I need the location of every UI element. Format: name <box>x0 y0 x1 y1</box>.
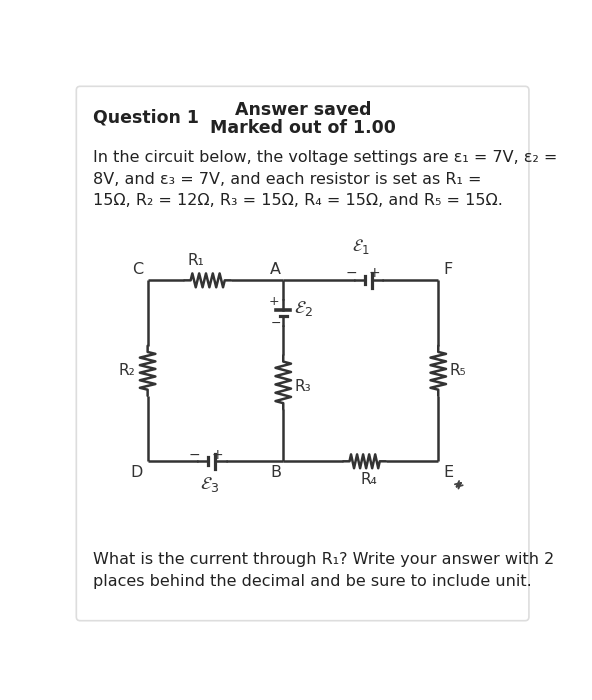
Text: R₁: R₁ <box>187 253 204 268</box>
Text: R₃: R₃ <box>294 379 311 393</box>
Text: R₅: R₅ <box>449 363 466 378</box>
Text: −: − <box>346 265 357 279</box>
Text: B: B <box>270 466 281 480</box>
Text: C: C <box>132 262 143 277</box>
Text: F: F <box>443 262 452 277</box>
Text: $\mathit{\mathcal{E}}_3$: $\mathit{\mathcal{E}}_3$ <box>201 475 220 494</box>
Text: What is the current through R₁? Write your answer with 2
places behind the decim: What is the current through R₁? Write yo… <box>92 552 554 589</box>
Text: Answer saved: Answer saved <box>235 101 372 119</box>
Text: Marked out of 1.00: Marked out of 1.00 <box>211 120 396 137</box>
Text: $\mathit{\mathcal{E}}_2$: $\mathit{\mathcal{E}}_2$ <box>294 299 313 318</box>
Text: −: − <box>271 317 281 330</box>
FancyBboxPatch shape <box>76 86 529 621</box>
Text: −: − <box>189 448 200 462</box>
Text: R₄: R₄ <box>360 472 377 487</box>
Text: Question 1: Question 1 <box>92 108 198 127</box>
Text: R₂: R₂ <box>118 363 135 378</box>
Text: +: + <box>369 265 381 279</box>
Text: +: + <box>212 448 224 462</box>
Text: +: + <box>269 295 279 309</box>
Text: D: D <box>131 466 143 480</box>
Text: $\mathit{\mathcal{E}}_1$: $\mathit{\mathcal{E}}_1$ <box>352 237 369 256</box>
Text: A: A <box>270 262 281 277</box>
Text: In the circuit below, the voltage settings are ε₁ = 7V, ε₂ =
8V, and ε₃ = 7V, an: In the circuit below, the voltage settin… <box>92 150 557 209</box>
Text: E: E <box>443 466 453 480</box>
